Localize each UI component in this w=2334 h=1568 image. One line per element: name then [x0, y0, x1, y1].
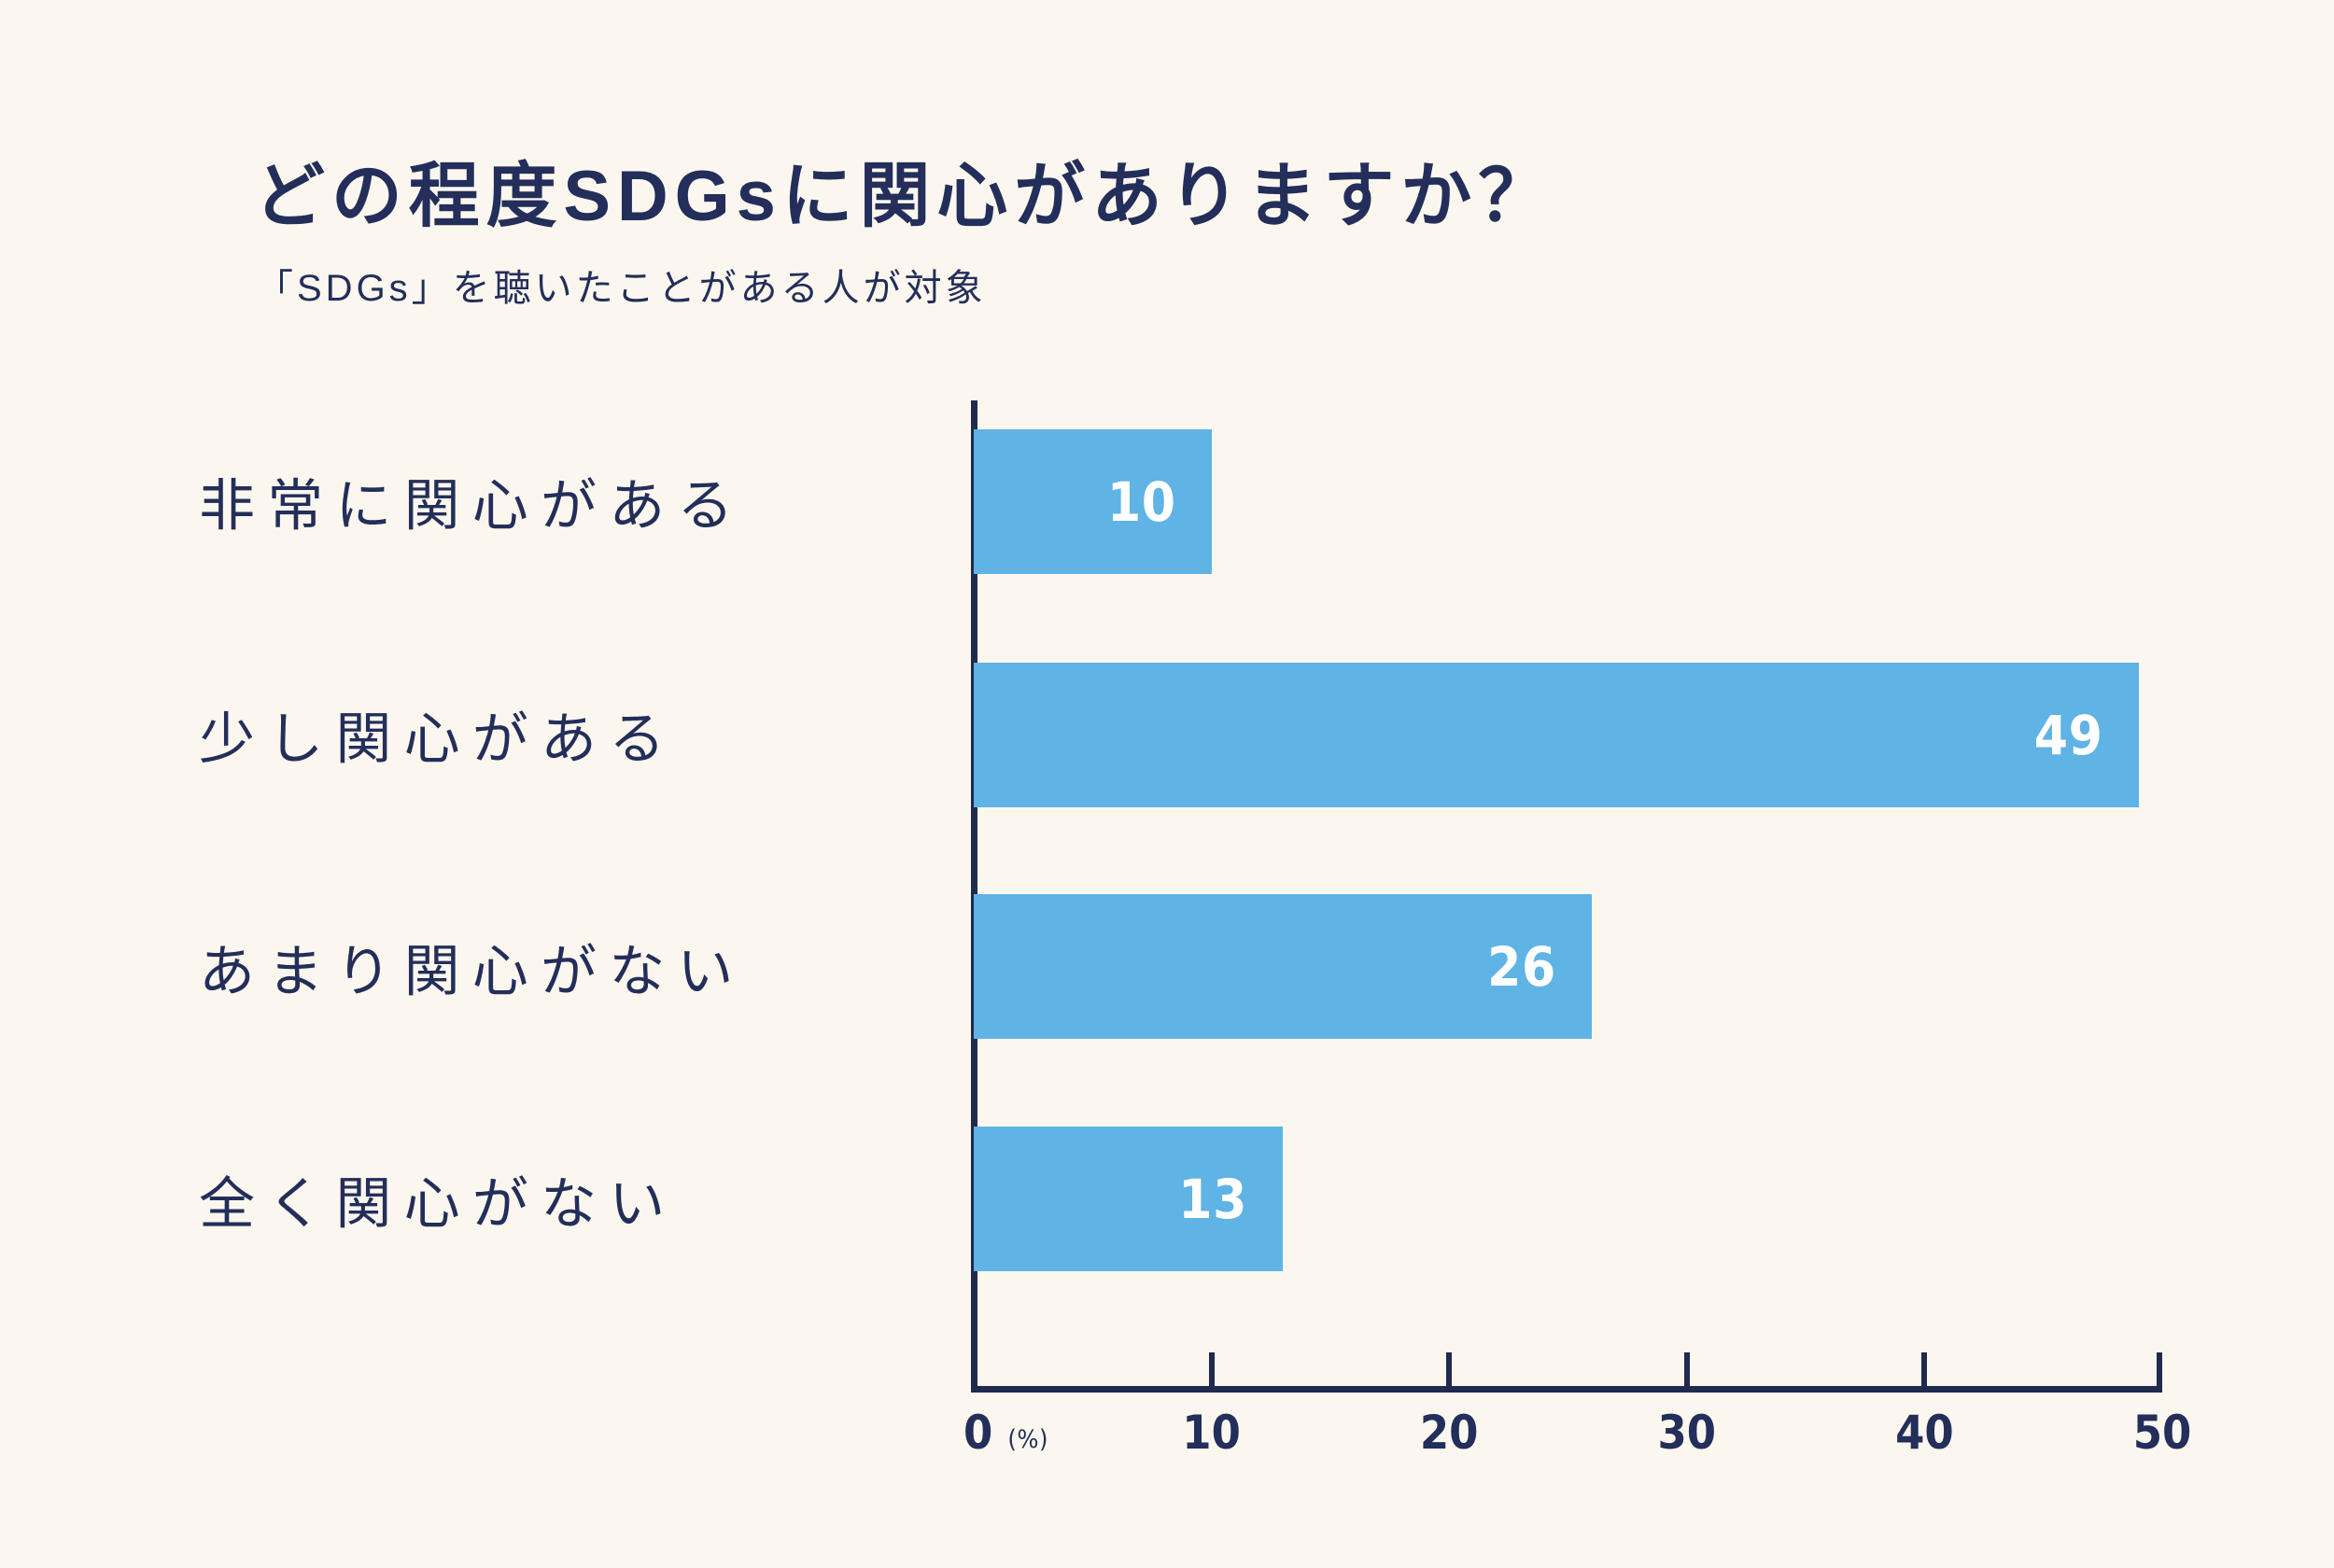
category-label-3: あまり関心がない — [199, 940, 746, 1003]
category-label-4: 全く関心がない — [199, 1172, 678, 1236]
x-axis-label-40: 40 — [1895, 1406, 1954, 1460]
x-axis-label-30: 30 — [1657, 1406, 1717, 1460]
category-label-2: 少し関心がある — [199, 707, 678, 771]
plot-scale: 10 49 26 13 0 (%) — [963, 400, 2191, 1460]
x-axis-label-10: 10 — [1182, 1406, 1241, 1460]
x-axis-label-50: 50 — [2132, 1406, 2192, 1460]
bar-value-label: 10 — [1106, 469, 1176, 534]
bar-value-label: 49 — [2033, 703, 2103, 767]
bar-not-very-interested: 26 — [974, 894, 1592, 1039]
bar-very-interested: 10 — [974, 429, 1212, 574]
x-tick-40 — [1921, 1352, 1928, 1386]
x-tick-50 — [2157, 1352, 2162, 1386]
x-tick-30 — [1683, 1352, 1690, 1386]
x-axis-unit: (%) — [1007, 1425, 1048, 1454]
chart-title: どの程度SDGsに関心がありますか？ — [254, 157, 1556, 236]
category-label-1: 非常に関心がある — [199, 474, 746, 538]
plot-area: 10 49 26 13 0 (%) — [963, 400, 2191, 1460]
bar-not-at-all-interested: 13 — [974, 1127, 1283, 1271]
x-tick-10 — [1208, 1352, 1215, 1386]
x-axis-label-0-value: 0 — [963, 1406, 993, 1460]
x-axis-label-0: 0 (%) — [963, 1406, 1048, 1460]
x-axis-label-20: 20 — [1419, 1406, 1479, 1460]
bar-value-label: 26 — [1487, 934, 1556, 999]
x-tick-20 — [1446, 1352, 1453, 1386]
chart-subtitle: 「SDGs」を聴いたことがある人が対象 — [256, 268, 987, 309]
x-axis-line — [974, 1386, 2162, 1393]
x-axis-labels: 0 (%) 10 20 30 40 50 — [963, 1406, 2191, 1471]
bar-value-label: 13 — [1178, 1167, 1247, 1231]
bar-somewhat-interested: 49 — [974, 663, 2139, 807]
